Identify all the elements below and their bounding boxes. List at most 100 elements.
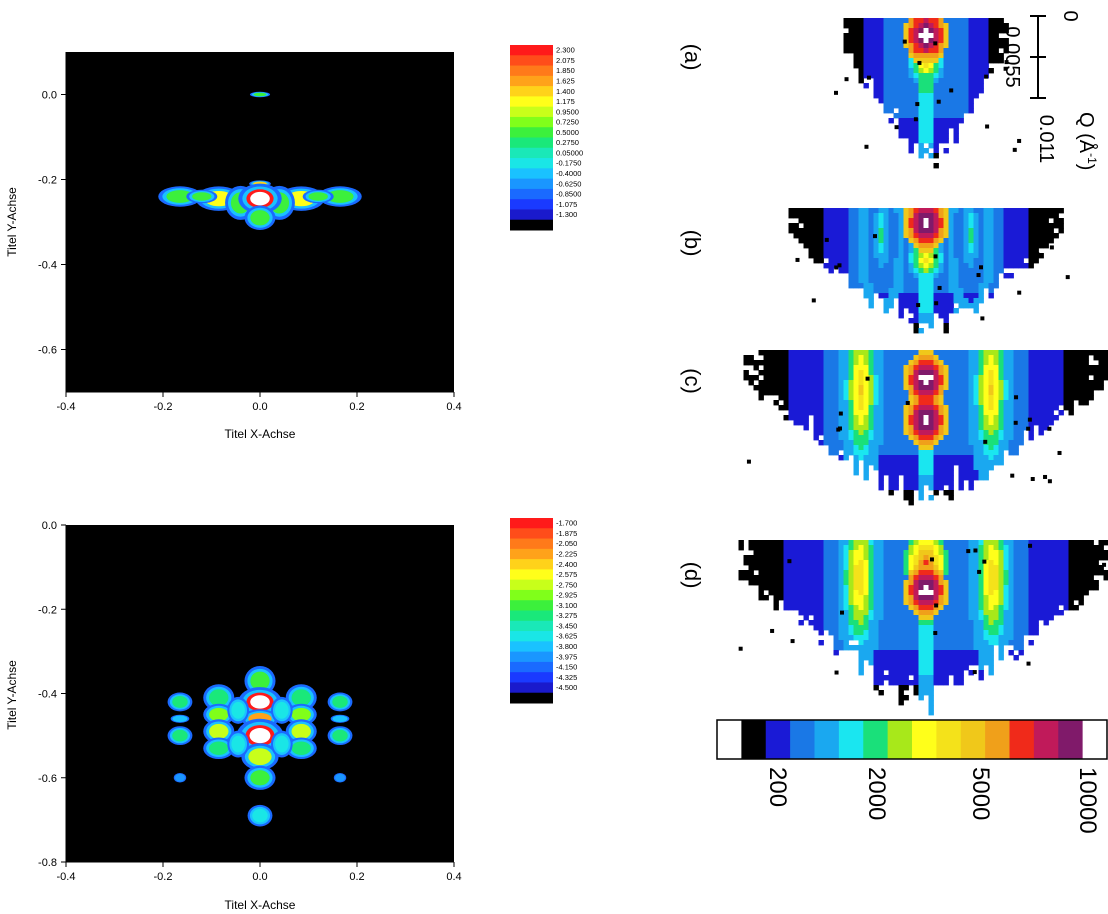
intensity-pixel <box>788 595 794 601</box>
intensity-pixel <box>948 223 954 229</box>
intensity-pixel <box>873 88 879 94</box>
intensity-pixel <box>1008 273 1014 279</box>
intensity-pixel <box>1073 360 1079 366</box>
intensity-pixel <box>968 228 974 234</box>
colorbar-swatch <box>717 720 742 759</box>
intensity-pixel <box>903 545 909 551</box>
intensity-pixel <box>918 485 924 491</box>
intensity-pixel <box>858 63 864 69</box>
intensity-pixel <box>893 278 899 284</box>
intensity-pixel <box>1043 620 1049 626</box>
colorbar-swatch <box>510 45 553 56</box>
intensity-pixel <box>948 430 954 436</box>
intensity-pixel <box>913 595 919 601</box>
intensity-pixel <box>848 385 854 391</box>
intensity-pixel <box>1008 565 1014 571</box>
intensity-pixel <box>928 263 934 269</box>
colorbar-level-label: -2.575 <box>556 570 577 579</box>
intensity-pixel <box>1003 555 1009 561</box>
intensity-pixel <box>898 445 904 451</box>
intensity-pixel <box>963 68 969 74</box>
intensity-pixel <box>973 78 979 84</box>
intensity-pixel <box>893 590 899 596</box>
intensity-pixel <box>913 298 919 304</box>
intensity-pixel <box>863 273 869 279</box>
intensity-pixel <box>908 565 914 571</box>
intensity-pixel <box>1018 610 1024 616</box>
intensity-pixel <box>858 455 864 461</box>
intensity-pixel <box>858 440 864 446</box>
intensity-pixel <box>788 545 794 551</box>
intensity-pixel <box>993 620 999 626</box>
intensity-pixel <box>918 470 924 476</box>
intensity-pixel <box>953 218 959 224</box>
intensity-pixel <box>773 370 779 376</box>
intensity-pixel <box>928 565 934 571</box>
intensity-pixel <box>898 395 904 401</box>
colorbar-swatch <box>510 96 553 108</box>
intensity-pixel <box>978 580 984 586</box>
intensity-pixel <box>793 565 799 571</box>
intensity-pixel <box>763 585 769 591</box>
intensity-pixel <box>978 223 984 229</box>
intensity-pixel <box>883 243 889 249</box>
scattering-panels: 0 0.0055 0.011 Q (Å-1) (a)(b)(c)(d) 200 2… <box>680 10 1108 834</box>
intensity-pixel <box>1063 590 1069 596</box>
intensity-pixel <box>858 400 864 406</box>
intensity-pixel <box>818 415 824 421</box>
intensity-pixel <box>1023 545 1029 551</box>
intensity-pixel <box>948 228 954 234</box>
intensity-pixel <box>773 595 779 601</box>
intensity-pixel <box>1018 635 1024 641</box>
intensity-pixel <box>818 400 824 406</box>
intensity-pixel <box>913 545 919 551</box>
intensity-pixel <box>958 253 964 259</box>
intensity-pixel <box>913 690 919 696</box>
x-tick-label: 0.4 <box>446 401 461 413</box>
intensity-pixel <box>958 208 964 214</box>
intensity-pixel <box>853 570 859 576</box>
intensity-pixel <box>908 83 914 89</box>
intensity-pixel <box>843 395 849 401</box>
intensity-pixel <box>908 395 914 401</box>
intensity-pixel <box>978 268 984 274</box>
intensity-pixel <box>843 355 849 361</box>
intensity-pixel <box>898 420 904 426</box>
intensity-pixel <box>873 430 879 436</box>
outlier-pixel <box>917 60 922 65</box>
intensity-pixel <box>963 610 969 616</box>
intensity-pixel <box>978 28 984 34</box>
intensity-pixel <box>928 440 934 446</box>
intensity-spot <box>291 723 311 739</box>
intensity-pixel <box>958 228 964 234</box>
intensity-pixel <box>833 615 839 621</box>
intensity-pixel <box>933 28 939 34</box>
top-ylabel: Titel Y-Achse <box>5 187 19 257</box>
intensity-pixel <box>943 208 949 214</box>
intensity-pixel <box>928 665 934 671</box>
colorbar-level-label: -3.100 <box>556 601 577 610</box>
intensity-pixel <box>1043 565 1049 571</box>
intensity-pixel <box>1073 355 1079 361</box>
intensity-pixel <box>953 635 959 641</box>
intensity-pixel <box>973 33 979 39</box>
intensity-pixel <box>863 43 869 49</box>
intensity-pixel <box>1003 580 1009 586</box>
intensity-pixel <box>883 460 889 466</box>
intensity-pixel <box>853 630 859 636</box>
intensity-pixel <box>918 263 924 269</box>
intensity-pixel <box>1068 360 1074 366</box>
y-tick-label: -0.4 <box>38 260 57 272</box>
intensity-pixel <box>1078 390 1084 396</box>
intensity-pixel <box>953 93 959 99</box>
colorbar-level-label: -3.800 <box>556 642 577 651</box>
intensity-pixel <box>868 48 874 54</box>
intensity-pixel <box>823 590 829 596</box>
intensity-pixel <box>838 243 844 249</box>
intensity-pixel <box>978 380 984 386</box>
intensity-pixel <box>878 83 884 89</box>
intensity-pixel <box>858 385 864 391</box>
intensity-pixel <box>963 595 969 601</box>
intensity-pixel <box>888 410 894 416</box>
intensity-pixel <box>1073 570 1079 576</box>
